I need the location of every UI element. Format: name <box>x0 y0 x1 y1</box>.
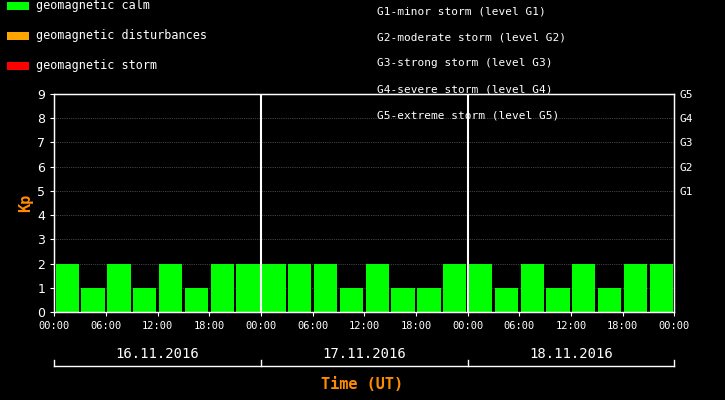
Bar <box>236 264 260 312</box>
Bar <box>443 264 466 312</box>
Text: 16.11.2016: 16.11.2016 <box>116 347 199 361</box>
Bar <box>262 264 286 312</box>
Text: G1-minor storm (level G1): G1-minor storm (level G1) <box>377 6 546 16</box>
Text: Time (UT): Time (UT) <box>321 377 404 392</box>
Bar <box>133 288 157 312</box>
Bar <box>469 264 492 312</box>
Text: G3-strong storm (level G3): G3-strong storm (level G3) <box>377 58 552 68</box>
Text: geomagnetic storm: geomagnetic storm <box>36 60 157 72</box>
Bar <box>365 264 389 312</box>
Bar <box>211 264 234 312</box>
Text: 17.11.2016: 17.11.2016 <box>323 347 406 361</box>
Text: G4-severe storm (level G4): G4-severe storm (level G4) <box>377 84 552 94</box>
Bar <box>418 288 441 312</box>
Text: 18.11.2016: 18.11.2016 <box>529 347 613 361</box>
Y-axis label: Kp: Kp <box>18 194 33 212</box>
Bar <box>288 264 311 312</box>
Bar <box>624 264 647 312</box>
Text: G2-moderate storm (level G2): G2-moderate storm (level G2) <box>377 32 566 42</box>
Bar <box>340 288 363 312</box>
Bar <box>314 264 337 312</box>
Bar <box>81 288 104 312</box>
Bar <box>107 264 130 312</box>
Text: geomagnetic disturbances: geomagnetic disturbances <box>36 30 207 42</box>
Text: geomagnetic calm: geomagnetic calm <box>36 0 150 12</box>
Bar <box>494 288 518 312</box>
Bar <box>56 264 79 312</box>
Text: G5-extreme storm (level G5): G5-extreme storm (level G5) <box>377 110 559 120</box>
Bar <box>650 264 673 312</box>
Bar <box>159 264 182 312</box>
Bar <box>598 288 621 312</box>
Bar <box>185 288 208 312</box>
Bar <box>521 264 544 312</box>
Bar <box>392 288 415 312</box>
Bar <box>547 288 570 312</box>
Bar <box>572 264 595 312</box>
